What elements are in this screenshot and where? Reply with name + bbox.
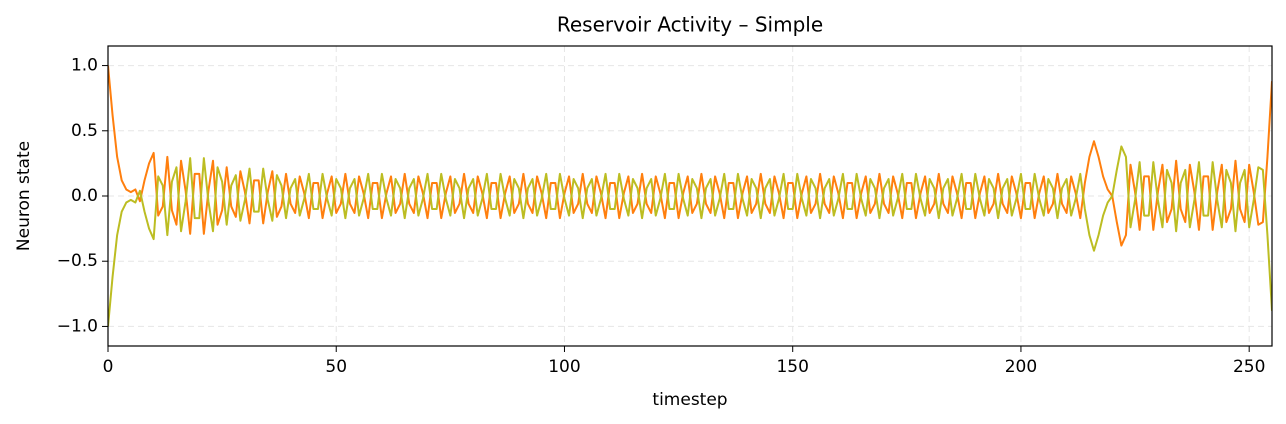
x-tick-label: 100 <box>548 357 580 377</box>
y-tick-label: −0.5 <box>57 251 98 271</box>
y-tick-label: 0.0 <box>71 186 98 206</box>
y-tick-label: 1.0 <box>71 56 98 76</box>
x-axis-label: timestep <box>652 390 727 410</box>
x-tick-label: 0 <box>103 357 114 377</box>
x-tick-label: 250 <box>1233 357 1265 377</box>
x-tick-label: 200 <box>1005 357 1037 377</box>
x-tick-label: 150 <box>776 357 808 377</box>
y-tick-label: −1.0 <box>57 316 98 336</box>
series-line <box>108 145 1272 327</box>
x-tick-label: 50 <box>325 357 347 377</box>
plot-frame <box>107 45 1273 347</box>
y-axis-label: Neuron state <box>14 141 34 251</box>
chart-title: Reservoir Activity – Simple <box>557 13 823 37</box>
y-tick-label: 0.5 <box>71 121 98 141</box>
